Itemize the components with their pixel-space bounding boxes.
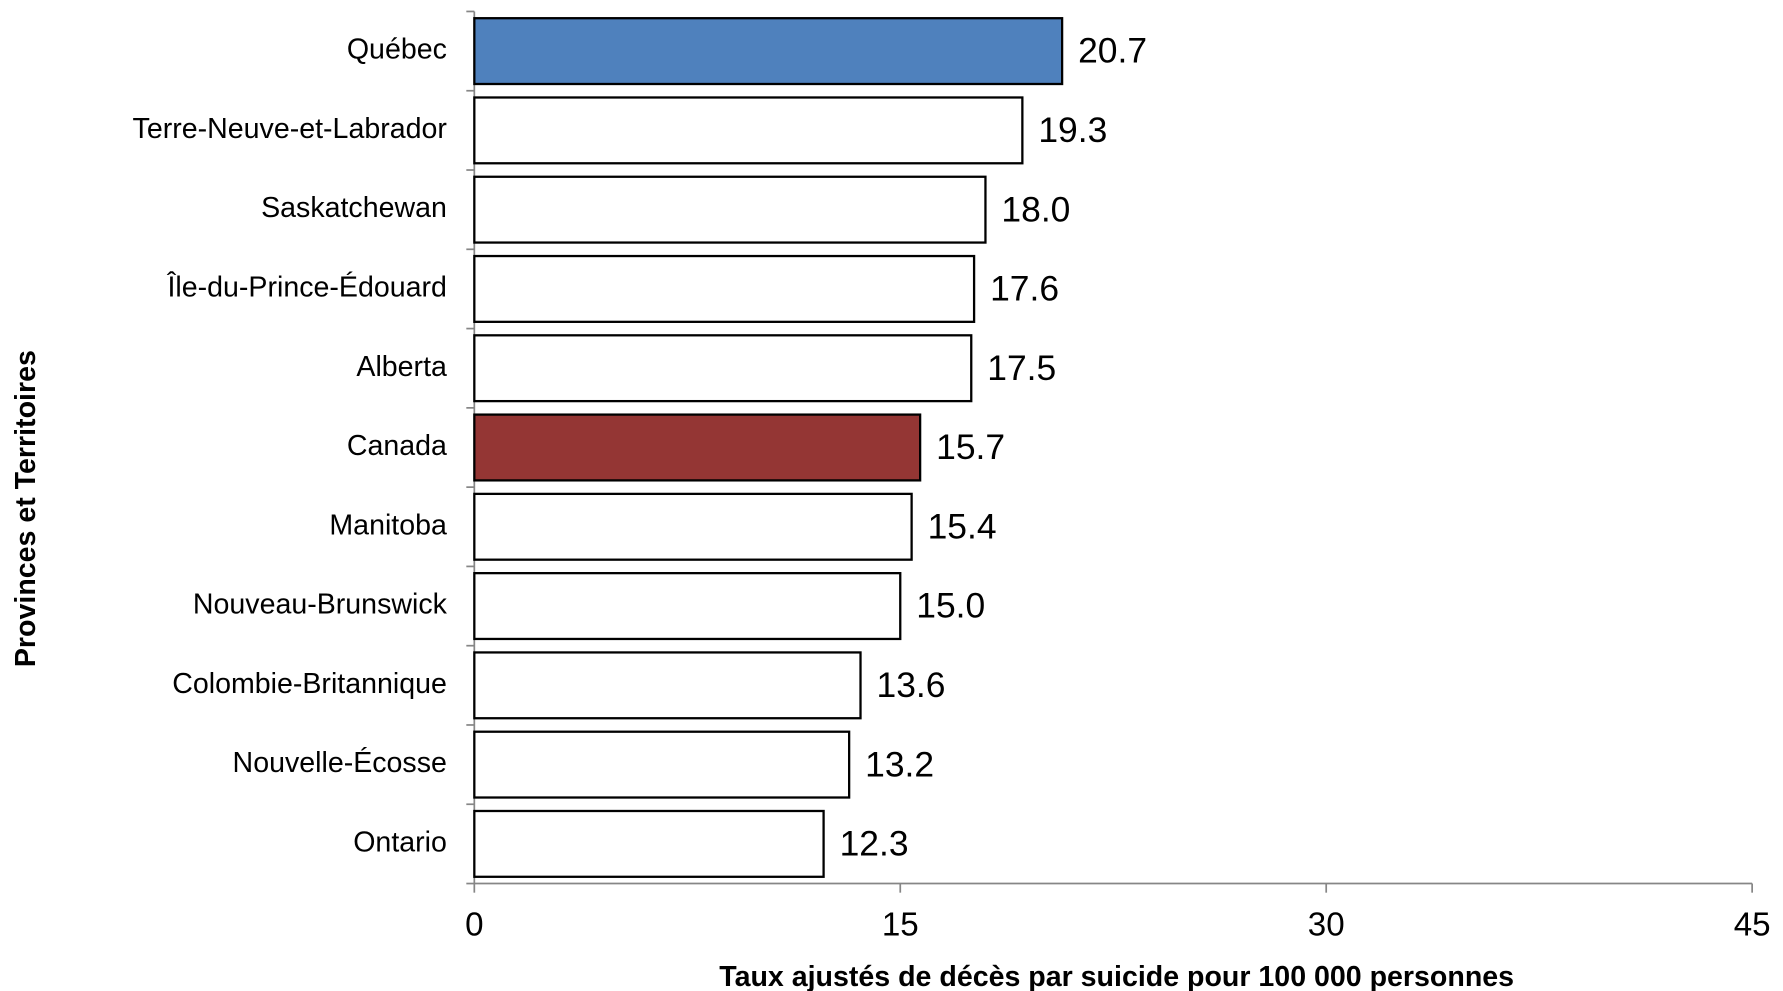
value-label: 15.7 bbox=[936, 427, 1005, 467]
bar bbox=[473, 730, 851, 799]
bar bbox=[473, 809, 825, 878]
y-tick-label: Nouveau-Brunswick bbox=[193, 589, 448, 621]
bar bbox=[473, 17, 1064, 86]
x-tick-label: 15 bbox=[882, 907, 919, 944]
value-label: 15.4 bbox=[928, 506, 997, 546]
value-label: 13.6 bbox=[877, 665, 946, 705]
x-tick-label: 0 bbox=[465, 907, 483, 944]
bar bbox=[473, 175, 987, 244]
y-tick-label: Canada bbox=[347, 430, 447, 462]
y-tick-label: Alberta bbox=[356, 351, 447, 383]
value-label: 17.5 bbox=[987, 348, 1056, 388]
x-tick-label: 30 bbox=[1308, 907, 1345, 944]
bar bbox=[473, 334, 973, 403]
value-label: 15.0 bbox=[916, 586, 985, 626]
value-label: 18.0 bbox=[1001, 189, 1070, 229]
y-tick-label: Nouvelle-Écosse bbox=[233, 746, 447, 779]
value-label: 19.3 bbox=[1038, 110, 1107, 150]
value-label: 13.2 bbox=[865, 744, 934, 784]
x-axis-title: Taux ajustés de décès par suicide pour 1… bbox=[719, 961, 1514, 991]
y-axis-title: Provinces et Territoires bbox=[10, 350, 42, 667]
bar bbox=[473, 572, 902, 641]
bar bbox=[473, 413, 922, 482]
y-tick-label: Terre-Neuve-et-Labrador bbox=[133, 113, 448, 145]
y-tick-label: Colombie-Britannique bbox=[172, 668, 447, 700]
x-tick-label: 45 bbox=[1734, 907, 1771, 944]
bar bbox=[473, 492, 913, 561]
value-label: 17.6 bbox=[990, 269, 1059, 309]
bar bbox=[473, 96, 1024, 165]
value-label: 12.3 bbox=[840, 824, 909, 864]
value-label: 20.7 bbox=[1078, 31, 1147, 71]
y-tick-label: Ontario bbox=[353, 826, 447, 858]
y-tick-label: Québec bbox=[347, 34, 447, 66]
bar bbox=[473, 651, 862, 720]
y-tick-label: Île-du-Prince-Édouard bbox=[166, 270, 446, 303]
y-tick-label: Manitoba bbox=[329, 509, 447, 541]
y-tick-label: Saskatchewan bbox=[261, 192, 447, 224]
bar bbox=[473, 254, 976, 323]
